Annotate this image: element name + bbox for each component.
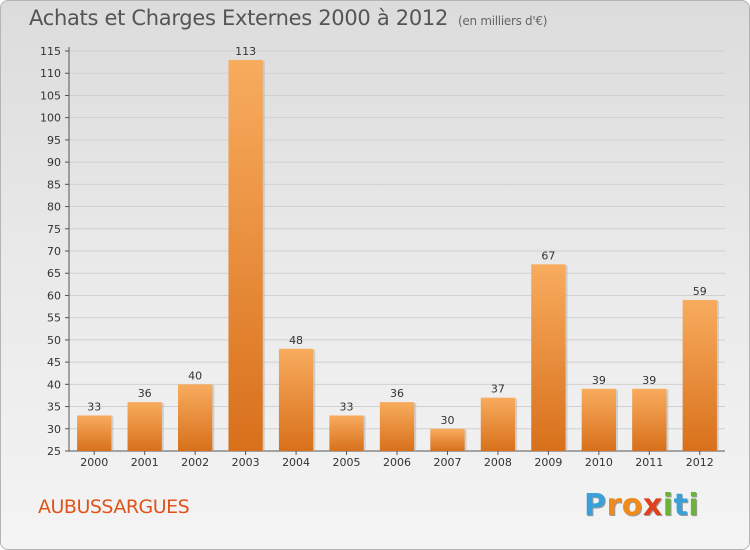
logo-letter: t [673, 488, 689, 523]
x-tick-label: 2010 [585, 456, 613, 469]
y-tick-label: 90 [47, 156, 61, 169]
y-tick-label: 25 [47, 445, 61, 458]
y-tick-label: 115 [40, 45, 61, 58]
logo-letter: i [688, 488, 700, 523]
bar [228, 59, 263, 452]
value-label: 48 [289, 334, 303, 347]
value-label: 39 [642, 374, 656, 387]
bars [77, 59, 719, 452]
value-label: 33 [340, 400, 354, 413]
x-tick-label: 2007 [433, 456, 461, 469]
x-tick-label: 2001 [131, 456, 159, 469]
logo-letter: r [606, 488, 622, 523]
y-tick-label: 35 [47, 401, 61, 414]
chart-title-text: Achats et Charges Externes 2000 à 2012 [29, 6, 449, 30]
y-tick-label: 85 [47, 178, 61, 191]
y-tick-label: 105 [40, 89, 61, 102]
value-label: 39 [592, 374, 606, 387]
commune-name: AUBUSSARGUES [38, 496, 190, 518]
value-labels: 33 36 40 113 48 33 36 30 37 67 39 39 59 [87, 45, 707, 427]
x-tick-label: 2005 [333, 456, 361, 469]
chart-subtitle: (en milliers d'€) [458, 14, 548, 28]
logo-letter: x [642, 488, 663, 523]
value-label: 40 [188, 369, 202, 382]
x-tick-label: 2002 [181, 456, 209, 469]
value-label: 113 [235, 45, 256, 58]
bar [127, 402, 162, 451]
x-tick-label: 2006 [383, 456, 411, 469]
bar [77, 415, 112, 451]
value-label: 36 [390, 387, 404, 400]
bar [632, 388, 667, 451]
bar [379, 402, 415, 451]
bar [531, 264, 566, 451]
chart-title: Achats et Charges Externes 2000 à 2012 (e… [29, 6, 547, 30]
y-tick-label: 55 [47, 312, 61, 325]
logo-letter: i [662, 488, 674, 523]
bar [581, 388, 617, 451]
y-tick-label: 110 [40, 67, 61, 80]
bar [278, 348, 314, 451]
y-tick-label: 70 [47, 245, 61, 258]
x-tick-label: 2008 [484, 456, 512, 469]
proxiti-logo[interactable]: Proxiti [584, 488, 699, 523]
value-label: 37 [491, 383, 505, 396]
y-tick-label: 60 [47, 289, 61, 302]
x-tick-label: 2000 [80, 456, 108, 469]
y-tick-label: 95 [47, 134, 61, 147]
bar [329, 415, 364, 451]
bar [430, 428, 465, 451]
y-tick-label: 65 [47, 267, 61, 280]
y-tick-label: 45 [47, 356, 61, 369]
value-label: 30 [440, 414, 454, 427]
x-tick-label: 2004 [282, 456, 310, 469]
axes: 25 30 35 40 45 50 55 60 65 70 75 80 85 90 95 100 105 110 1… [40, 45, 725, 469]
x-tick-label: 2009 [534, 456, 562, 469]
logo-letter: o [621, 488, 643, 523]
y-tick-label: 30 [47, 423, 61, 436]
y-tick-label: 100 [40, 112, 61, 125]
y-tick-label: 75 [47, 223, 61, 236]
x-tick-label: 2012 [686, 456, 714, 469]
y-tick-label: 80 [47, 201, 61, 214]
x-tick-label: 2003 [232, 456, 260, 469]
y-tick-label: 40 [47, 378, 61, 391]
bar [682, 299, 717, 451]
value-label: 59 [693, 285, 707, 298]
y-tick-label: 50 [47, 334, 61, 347]
logo-letter: P [584, 488, 607, 523]
value-label: 33 [87, 400, 101, 413]
bar [480, 397, 516, 451]
bar [177, 384, 213, 451]
value-label: 67 [541, 249, 555, 262]
x-tick-label: 2011 [635, 456, 663, 469]
value-label: 36 [138, 387, 152, 400]
